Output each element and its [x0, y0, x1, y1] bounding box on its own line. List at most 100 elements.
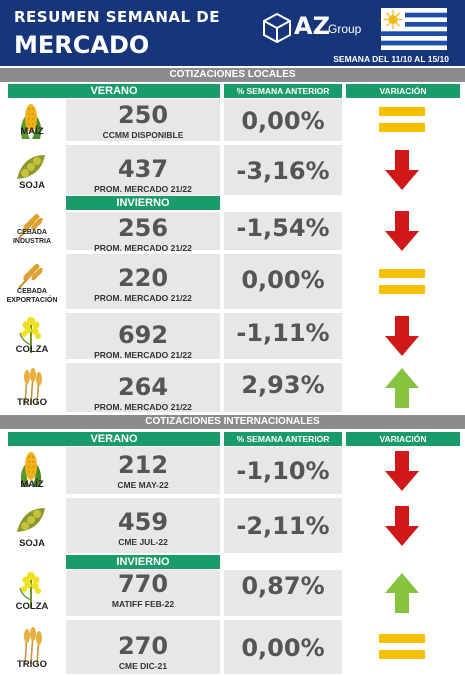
- pct-cell: 0,00%: [224, 620, 342, 674]
- title-line-1: RESUMEN SEMANAL DE: [14, 8, 220, 26]
- wheat-icon: [6, 626, 56, 669]
- col-invierno-local: INVIERNO: [66, 196, 220, 210]
- price-row: COLZA 770 MATIFF FEB-22 0,87%: [0, 570, 465, 616]
- price-row: TRIGO 270 CME DIC-21 0,00%: [0, 620, 465, 674]
- price-row: MAÍZ 250 CCMM DISPONIBLE 0,00%: [0, 99, 465, 141]
- cube-logo-icon: [263, 12, 291, 44]
- barley-icon: [6, 210, 56, 245]
- price-cell: 270 CME DIC-21: [66, 620, 220, 674]
- price-reference: PROM. MERCADO 21/22: [94, 350, 192, 360]
- price-row: CEBADA INDUSTRIA 256 PROM. MERCADO 21/22 …: [0, 210, 465, 253]
- crop-label: COLZA: [15, 344, 49, 355]
- pct-cell: -1,11%: [224, 313, 342, 359]
- col-var-intl: VARIACIÓN: [346, 432, 460, 446]
- pct-cell: 0,00%: [224, 99, 342, 141]
- price-row: MAÍZ 212 CME MAY-22 -1,10%: [0, 447, 465, 494]
- pct-value: 0,87%: [241, 572, 325, 600]
- pct-value: 0,00%: [241, 107, 325, 135]
- price-reference: PROM. MERCADO 21/22: [94, 243, 192, 253]
- section-intl-title: COTIZACIONES INTERNACIONALES: [0, 415, 465, 429]
- price-value: 270: [117, 632, 169, 660]
- soy-icon: [6, 504, 56, 541]
- pct-cell: -1,10%: [224, 447, 342, 494]
- crop-label: CEBADA INDUSTRIA: [12, 229, 52, 245]
- price-value: 692: [117, 321, 169, 349]
- col-invierno-intl: INVIERNO: [66, 555, 220, 569]
- uruguay-flag-icon: [381, 8, 447, 50]
- rapeseed-icon: [6, 570, 56, 613]
- pct-value: -3,16%: [236, 157, 330, 185]
- pct-value: 2,93%: [241, 371, 325, 399]
- crop-label: COLZA: [15, 601, 49, 612]
- week-range: SEMANA DEL 11/10 AL 15/10: [333, 54, 449, 64]
- pct-value: -2,11%: [236, 512, 330, 540]
- variation-down-icon: [344, 145, 460, 195]
- price-cell: 220 PROM. MERCADO 21/22: [66, 254, 220, 309]
- price-value: 770: [117, 570, 169, 598]
- price-row: TRIGO 264 PROM. MERCADO 21/22 2,93%: [0, 363, 465, 412]
- variation-equal-icon: [344, 254, 460, 309]
- corn-icon: [6, 449, 56, 494]
- crop-label: TRIGO: [16, 659, 48, 670]
- variation-equal-icon: [344, 99, 460, 141]
- corn-icon: [6, 101, 56, 146]
- crop-label: SOJA: [19, 538, 45, 549]
- pct-value: -1,11%: [236, 319, 330, 347]
- crop-label: MAÍZ: [20, 479, 44, 490]
- pct-cell: 0,87%: [224, 570, 342, 616]
- price-cell: 212 CME MAY-22: [66, 447, 220, 494]
- wheat-icon: [6, 367, 56, 410]
- pct-value: 0,00%: [241, 266, 325, 294]
- crop-label: MAÍZ: [20, 126, 44, 137]
- soy-icon: [6, 151, 56, 188]
- price-cell: 459 CME JUL-22: [66, 498, 220, 553]
- price-cell: 264 PROM. MERCADO 21/22: [66, 363, 220, 412]
- crop-label: TRIGO: [16, 397, 48, 408]
- variation-down-icon: [344, 313, 460, 359]
- price-cell: 437 PROM. MERCADO 21/22: [66, 145, 220, 195]
- price-reference: PROM. MERCADO 21/22: [94, 402, 192, 412]
- price-value: 212: [117, 451, 169, 479]
- variation-down-icon: [344, 211, 460, 251]
- crop-label: CEBADA EXPORTACIÓN: [6, 288, 58, 304]
- pct-cell: -2,11%: [224, 498, 342, 553]
- pct-cell: -1,54%: [224, 212, 342, 250]
- rapeseed-icon: [6, 315, 56, 358]
- pct-value: -1,54%: [236, 214, 330, 242]
- price-value: 437: [117, 155, 169, 183]
- price-row: COLZA 692 PROM. MERCADO 21/22 -1,11%: [0, 313, 465, 360]
- price-reference: PROM. MERCADO 21/22: [94, 184, 192, 194]
- price-reference: CME JUL-22: [118, 537, 168, 547]
- header-banner: RESUMEN SEMANAL DE MERCADO AZ Group SEMA…: [0, 0, 465, 66]
- price-reference: CME MAY-22: [117, 480, 169, 490]
- price-reference: CME DIC-21: [118, 661, 168, 671]
- section-local-title: COTIZACIONES LOCALES: [0, 68, 465, 82]
- variation-down-icon: [344, 447, 460, 494]
- variation-up-icon: [344, 570, 460, 616]
- price-row: SOJA 437 PROM. MERCADO 21/22 -3,16%: [0, 145, 465, 195]
- col-verano-local: VERANO: [8, 84, 220, 98]
- logo-az-text: AZ: [294, 12, 330, 40]
- pct-value: 0,00%: [241, 634, 325, 662]
- crop-label: SOJA: [19, 180, 45, 191]
- price-row: CEBADA EXPORTACIÓN 220 PROM. MERCADO 21/2…: [0, 254, 465, 309]
- variation-equal-icon: [344, 620, 460, 674]
- pct-cell: -3,16%: [224, 145, 342, 195]
- price-row: SOJA 459 CME JUL-22 -2,11%: [0, 498, 465, 553]
- price-reference: PROM. MERCADO 21/22: [94, 293, 192, 303]
- barley-icon: [6, 260, 56, 295]
- col-var-local: VARIACIÓN: [346, 84, 460, 98]
- price-value: 256: [117, 214, 169, 242]
- price-reference: MATIFF FEB-22: [111, 599, 175, 609]
- pct-cell: 0,00%: [224, 254, 342, 309]
- price-value: 264: [117, 373, 169, 401]
- title-line-2: MERCADO: [14, 31, 150, 59]
- pct-value: -1,10%: [236, 457, 330, 485]
- price-cell: 770 MATIFF FEB-22: [66, 570, 220, 616]
- az-group-logo: AZ Group: [262, 12, 362, 46]
- variation-down-icon: [344, 498, 460, 553]
- pct-cell: 2,93%: [224, 363, 342, 412]
- price-value: 220: [117, 264, 169, 292]
- price-reference: CCMM DISPONIBLE: [102, 130, 184, 140]
- col-pct-local: % SEMANA ANTERIOR: [224, 84, 342, 98]
